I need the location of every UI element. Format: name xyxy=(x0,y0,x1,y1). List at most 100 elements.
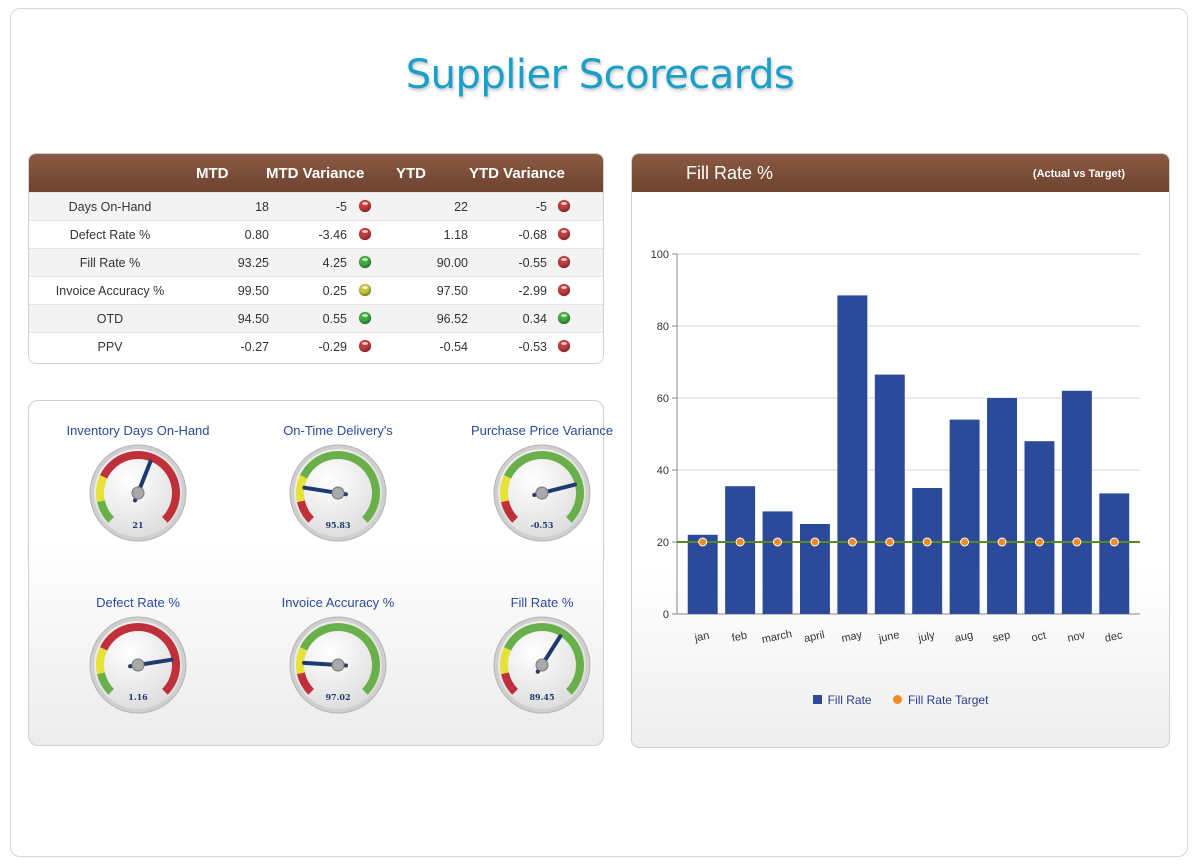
gauge-dial: 97.02 xyxy=(289,616,387,714)
gauge-hub xyxy=(331,658,345,672)
cell-mtd-var: 4.25 xyxy=(322,256,347,270)
x-tick-label: nov xyxy=(1066,629,1086,645)
mtd-status-indicator-icon xyxy=(359,284,371,296)
gauge-dial: -0.53 xyxy=(493,444,591,542)
cell-ytd: 1.18 xyxy=(443,228,468,242)
gauge-value: 1.16 xyxy=(128,692,148,702)
gauge-band-green xyxy=(300,623,380,695)
cell-mtd-var: -5 xyxy=(335,200,347,214)
gauge-band-red xyxy=(501,672,519,695)
gauge-dial: 89.45 xyxy=(493,616,591,714)
kpi-table: MTD MTD Variance YTD YTD Variance Days O… xyxy=(28,153,604,364)
target-point-feb xyxy=(735,537,745,547)
legend-fill-rate: Fill Rate xyxy=(827,692,872,707)
ytd-status-indicator-icon xyxy=(558,200,570,212)
x-tick-label: april xyxy=(803,629,826,645)
gauge-title: Inventory Days On-Hand xyxy=(66,423,210,438)
gauge-panel: Inventory Days On-Hand 21 On-Time Delivery… xyxy=(28,400,613,746)
gauge-band-green xyxy=(97,672,115,695)
gauge-band-yellow xyxy=(296,647,308,675)
header-ytd-variance: YTD Variance xyxy=(469,165,565,182)
gauge-dial: 95.83 xyxy=(289,444,387,542)
ytd-status-indicator-icon xyxy=(558,284,570,296)
cell-metric: OTD xyxy=(96,312,124,326)
gauge: On-Time Delivery's 95.83 xyxy=(248,423,428,563)
x-tick-label: sep xyxy=(991,629,1011,644)
bar-nov xyxy=(1061,390,1092,614)
gauge-hub xyxy=(131,486,145,500)
cell-mtd-var: 0.55 xyxy=(322,312,347,326)
y-tick-label: 80 xyxy=(657,321,669,333)
target-point-nov xyxy=(1072,537,1082,547)
cell-ytd: -0.54 xyxy=(439,340,469,354)
bar-june xyxy=(874,374,905,614)
cell-metric: Defect Rate % xyxy=(69,228,151,242)
cell-ytd: 90.00 xyxy=(436,256,468,270)
chart-subtitle: (Actual vs Target) xyxy=(1032,168,1125,180)
y-tick-label: 100 xyxy=(651,249,669,261)
target-point-oct xyxy=(1034,537,1044,547)
target-point-sep xyxy=(997,537,1007,547)
bar-march xyxy=(762,511,793,614)
gauge-value: -0.53 xyxy=(531,520,554,530)
cell-ytd-var: -5 xyxy=(535,200,547,214)
legend-fill-rate-target: Fill Rate Target xyxy=(907,692,989,707)
gauge-title: Invoice Accuracy % xyxy=(281,595,395,610)
cell-mtd: 93.25 xyxy=(237,256,269,270)
chart-legend: Fill Rate Fill Rate Target xyxy=(632,692,1169,707)
x-tick-label: dec xyxy=(1104,629,1124,645)
bar-dec xyxy=(1099,493,1130,614)
cell-mtd: 94.50 xyxy=(237,312,269,326)
bar-feb xyxy=(725,486,756,614)
cell-ytd-var: -0.53 xyxy=(518,340,548,354)
y-tick-label: 20 xyxy=(657,537,669,549)
cell-mtd: -0.27 xyxy=(240,340,270,354)
gauge: Inventory Days On-Hand 21 xyxy=(48,423,228,563)
ytd-status-indicator-icon xyxy=(558,228,570,240)
gauge-value: 21 xyxy=(132,520,143,530)
mtd-status-indicator-icon xyxy=(359,340,371,352)
x-tick-label: jan xyxy=(693,630,711,645)
gauge-dial: 1.16 xyxy=(89,616,187,714)
gauge-band-yellow xyxy=(500,475,512,503)
gauge-band-red xyxy=(297,672,315,695)
x-tick-label: july xyxy=(916,629,936,644)
ytd-status-indicator-icon xyxy=(558,312,570,324)
gauge-band-green xyxy=(97,500,115,523)
gauge-band-green xyxy=(300,451,380,523)
cell-mtd-var: -0.29 xyxy=(318,340,348,354)
gauge-title: Fill Rate % xyxy=(510,595,574,610)
gauge-dial: 21 xyxy=(89,444,187,542)
cell-ytd: 22 xyxy=(454,200,468,214)
ytd-status-indicator-icon xyxy=(558,256,570,268)
gauge-title: On-Time Delivery's xyxy=(283,423,393,438)
x-tick-label: may xyxy=(840,629,863,645)
cell-mtd: 0.80 xyxy=(244,228,269,242)
header-mtd: MTD xyxy=(196,165,229,182)
gauge-hub xyxy=(535,658,549,672)
bar-july xyxy=(912,488,943,614)
gauge-band-red xyxy=(501,500,519,523)
gauge-value: 97.02 xyxy=(325,692,350,702)
y-tick-label: 0 xyxy=(663,609,669,621)
gauge: Purchase Price Variance -0.53 xyxy=(452,423,632,563)
gauge: Fill Rate % 89.45 xyxy=(452,595,632,735)
target-point-may xyxy=(847,537,857,547)
header-mtd-variance: MTD Variance xyxy=(266,165,365,182)
target-point-jan xyxy=(698,537,708,547)
bar-april xyxy=(799,524,830,614)
ytd-status-indicator-icon xyxy=(558,340,570,352)
mtd-status-indicator-icon xyxy=(359,200,371,212)
cell-mtd-var: -3.46 xyxy=(318,228,348,242)
cell-mtd: 18 xyxy=(255,200,269,214)
page-title: Supplier Scorecards xyxy=(405,52,795,98)
gauge-band-red xyxy=(297,500,315,523)
table-row: OTD 94.50 0.55 96.52 0.34 xyxy=(29,304,603,332)
bar-oct xyxy=(1024,441,1055,614)
table-row: PPV -0.27 -0.29 -0.54 -0.53 xyxy=(29,332,603,360)
legend-bar-swatch xyxy=(812,695,822,705)
mtd-status-indicator-icon xyxy=(359,312,371,324)
table-row: Days On-Hand 18 -5 22 -5 xyxy=(29,192,603,220)
cell-mtd: 99.50 xyxy=(237,284,269,298)
table-row: Defect Rate % 0.80 -3.46 1.18 -0.68 xyxy=(29,220,603,248)
